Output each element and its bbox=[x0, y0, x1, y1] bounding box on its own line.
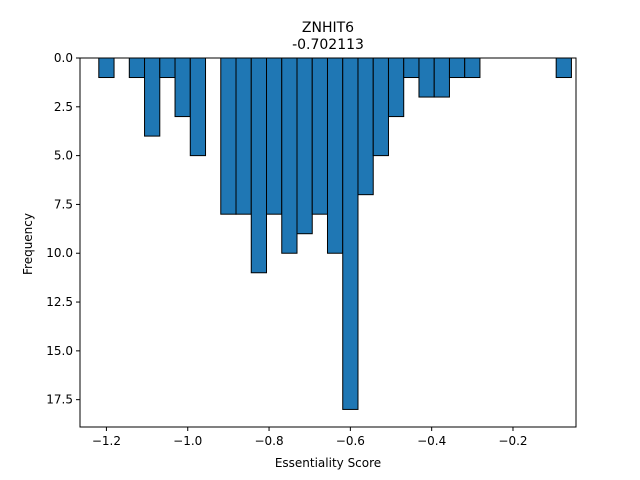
histogram-bar bbox=[296, 57, 313, 235]
histogram-bar bbox=[464, 57, 481, 79]
histogram-bar bbox=[326, 57, 344, 254]
chart-title: ZNHIT6 bbox=[302, 20, 354, 36]
histogram-bar bbox=[357, 57, 374, 196]
y-tick-label: 2.5 bbox=[54, 100, 73, 114]
y-tick-label: 15.0 bbox=[46, 344, 73, 358]
histogram-bar bbox=[448, 57, 466, 79]
histogram-bar bbox=[403, 57, 420, 79]
y-tick-label: 5.0 bbox=[54, 149, 73, 163]
plot-frame bbox=[79, 57, 577, 428]
histogram-bar bbox=[311, 57, 328, 215]
x-tick-label: −1.2 bbox=[92, 434, 121, 448]
y-tick-label: 7.5 bbox=[54, 197, 73, 211]
chart-subtitle: -0.702113 bbox=[292, 37, 364, 53]
histogram-bar bbox=[372, 57, 389, 157]
x-tick-label: −0.4 bbox=[417, 434, 446, 448]
y-axis-label: Frequency bbox=[21, 213, 35, 275]
x-axis-label: Essentiality Score bbox=[275, 456, 381, 470]
histogram-bar bbox=[189, 57, 207, 157]
x-tick-label: −1.0 bbox=[173, 434, 202, 448]
histogram-bar bbox=[159, 57, 176, 79]
histogram-bar bbox=[266, 57, 283, 215]
x-axis-ticks: −1.2 −1.0 −0.8 −0.6 −0.4 −0.2 bbox=[92, 427, 528, 448]
y-tick-label: 0.0 bbox=[54, 51, 73, 65]
histogram-bar bbox=[387, 57, 405, 118]
y-axis-ticks: 0.0 2.5 5.0 7.5 10.0 12.5 15.0 17.5 bbox=[46, 51, 80, 407]
y-tick-label: 17.5 bbox=[46, 393, 73, 407]
x-tick-label: −0.8 bbox=[254, 434, 283, 448]
histogram-bar bbox=[220, 57, 237, 215]
histogram-bar bbox=[250, 57, 268, 274]
histogram-bar bbox=[342, 57, 359, 410]
y-tick-label: 12.5 bbox=[46, 295, 73, 309]
x-tick-label: −0.2 bbox=[498, 434, 527, 448]
histogram-bar bbox=[433, 57, 450, 98]
bars-group bbox=[98, 57, 572, 410]
histogram-bar bbox=[98, 57, 115, 79]
histogram-bar bbox=[555, 57, 572, 79]
histogram-bar bbox=[418, 57, 435, 98]
histogram-bar bbox=[128, 57, 146, 79]
histogram-bar bbox=[144, 57, 161, 137]
histogram-bar bbox=[235, 57, 252, 215]
histogram-bar bbox=[174, 57, 191, 118]
histogram-bar bbox=[281, 57, 298, 254]
y-tick-label: 10.0 bbox=[46, 246, 73, 260]
x-tick-label: −0.6 bbox=[336, 434, 365, 448]
